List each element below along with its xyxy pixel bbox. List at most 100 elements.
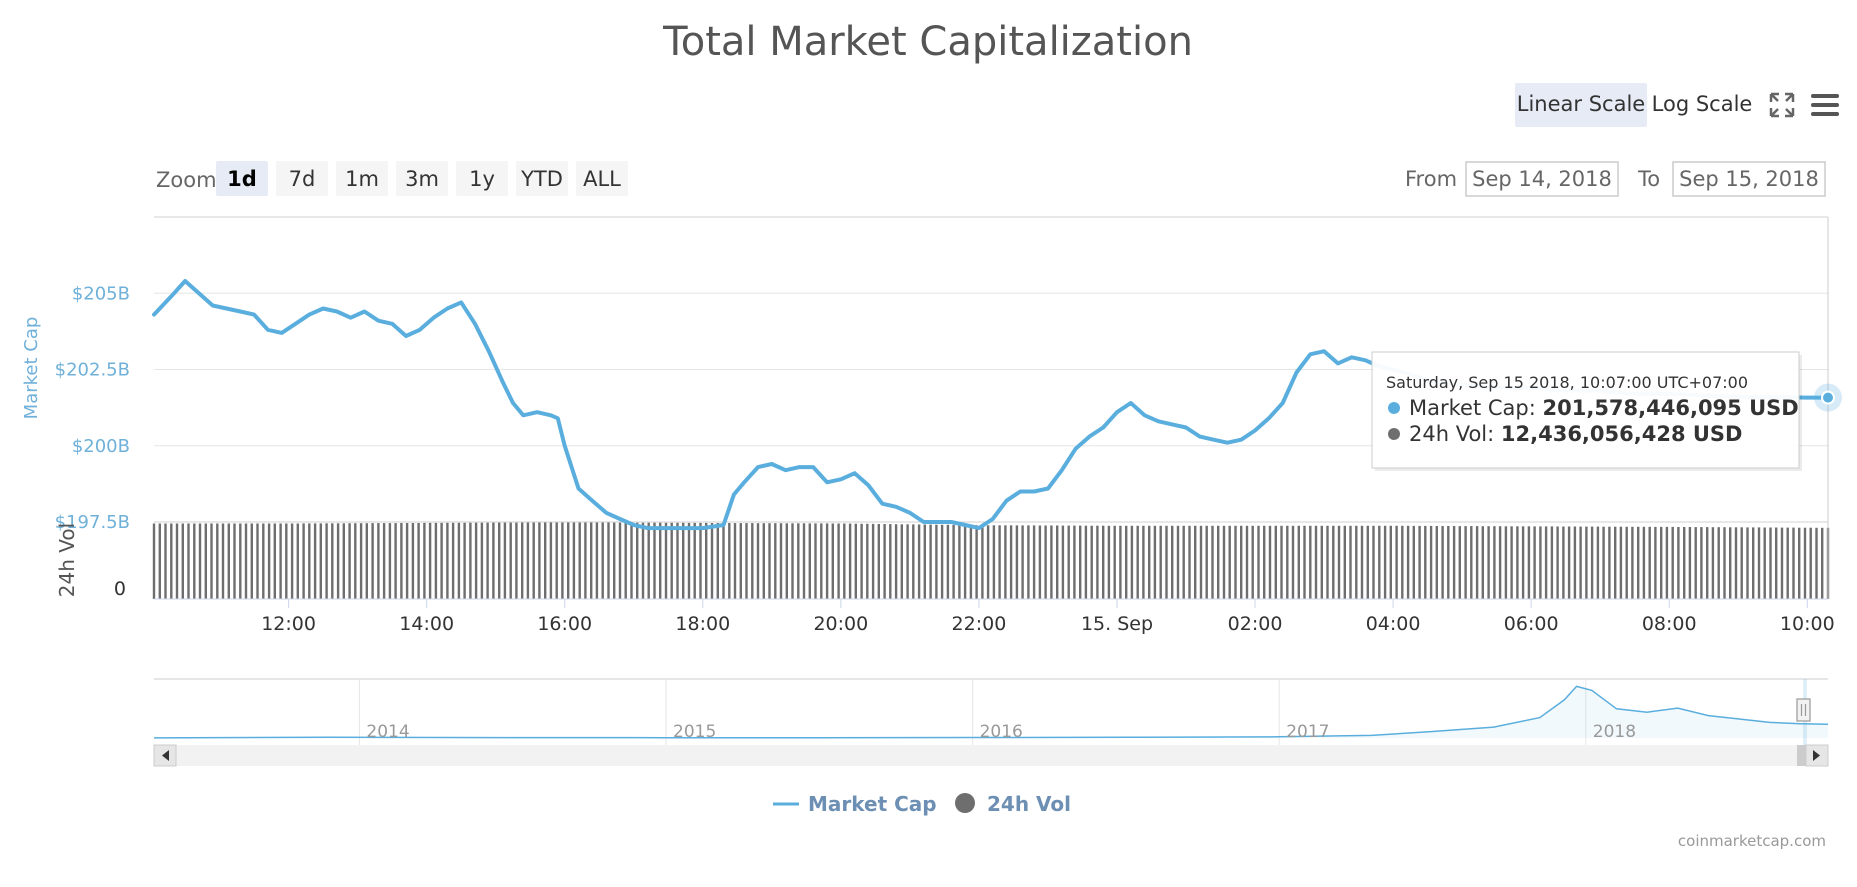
scrollbar[interactable] bbox=[153, 744, 1829, 767]
volume-bar bbox=[745, 523, 748, 599]
navigator-tick-label: 2017 bbox=[1286, 722, 1329, 742]
volume-bar bbox=[371, 523, 374, 599]
zoom-button-ytd[interactable] bbox=[516, 161, 568, 196]
volume-bar bbox=[244, 523, 248, 599]
log-scale-label: Log Scale bbox=[1652, 92, 1753, 116]
volume-bar bbox=[152, 523, 156, 599]
x-tick-label: 14:00 bbox=[399, 613, 454, 635]
credit-link[interactable]: coinmarketcap.com bbox=[1678, 832, 1826, 850]
legend-item-24h-vol[interactable]: 24h Vol bbox=[955, 792, 1071, 816]
volume-bar bbox=[1544, 526, 1548, 599]
volume-bar bbox=[785, 523, 788, 599]
volume-bar bbox=[1274, 525, 1277, 599]
volume-bar bbox=[1222, 525, 1226, 599]
volume-bar bbox=[170, 523, 173, 599]
scrollbar-track[interactable] bbox=[154, 745, 1828, 766]
from-label: From bbox=[1405, 167, 1457, 191]
volume-bar bbox=[365, 523, 368, 599]
volume-bar bbox=[279, 523, 282, 599]
from-date-input[interactable] bbox=[1465, 161, 1619, 197]
zoom-button-1m[interactable] bbox=[336, 161, 388, 196]
fullscreen-icon[interactable] bbox=[1769, 92, 1795, 118]
x-tick-label: 04:00 bbox=[1366, 613, 1421, 635]
volume-bar bbox=[687, 522, 691, 599]
volume-bar bbox=[618, 522, 622, 599]
volume-bar bbox=[739, 523, 742, 599]
volume-bar bbox=[1090, 525, 1093, 599]
zoom-button-7d[interactable] bbox=[276, 161, 328, 196]
volume-bar bbox=[578, 522, 581, 599]
x-tick-label: 15. Sep bbox=[1081, 613, 1153, 635]
volume-bar bbox=[1527, 526, 1531, 599]
volume-bar bbox=[1349, 525, 1352, 599]
volume-bar bbox=[1217, 525, 1220, 599]
volume-bar bbox=[1677, 527, 1680, 599]
navigator[interactable]: 2014 2015 2016 2017 2018 bbox=[153, 678, 1829, 745]
volume-bar bbox=[1481, 526, 1484, 599]
hamburger-menu-icon[interactable] bbox=[1811, 94, 1839, 116]
volume-bar bbox=[1383, 525, 1387, 599]
volume-bar bbox=[825, 523, 829, 599]
volume-bar bbox=[1337, 525, 1341, 599]
volume-bar bbox=[1539, 526, 1542, 599]
hover-point[interactable] bbox=[1821, 390, 1835, 405]
volume-bar bbox=[1619, 526, 1623, 599]
navigator-handle[interactable] bbox=[1796, 698, 1811, 722]
volume-bar bbox=[1487, 526, 1490, 599]
zoom-button-1d[interactable] bbox=[216, 161, 268, 196]
tooltip-vol-label: 24h Vol: bbox=[1409, 422, 1494, 446]
volume-bar bbox=[871, 523, 875, 599]
volume-bar bbox=[198, 523, 202, 599]
zoom-button-3m[interactable] bbox=[396, 161, 448, 196]
volume-bar bbox=[503, 522, 507, 599]
zoom-label: Zoom bbox=[156, 168, 217, 192]
volume-bar bbox=[1608, 526, 1611, 599]
volume-bar bbox=[480, 522, 484, 599]
x-tick-label: 02:00 bbox=[1228, 613, 1283, 635]
legend-item-market-cap[interactable]: Market Cap bbox=[773, 792, 937, 816]
volume-bar bbox=[1153, 525, 1157, 599]
volume-bar bbox=[1729, 527, 1732, 599]
volume-bar bbox=[1205, 525, 1208, 599]
volume-bar bbox=[1107, 525, 1111, 599]
navigator-tick-label: 2014 bbox=[366, 722, 409, 742]
volume-bar bbox=[1734, 527, 1738, 599]
volume-bar bbox=[1234, 525, 1237, 599]
volume-bar bbox=[814, 523, 817, 599]
volume-bar bbox=[181, 523, 184, 599]
volume-bar bbox=[1424, 525, 1427, 599]
tooltip-vol-value: 12,436,056,428 USD bbox=[1501, 422, 1743, 446]
volume-bar bbox=[388, 523, 392, 599]
volume-bar bbox=[883, 524, 886, 599]
scrollbar-thumb[interactable] bbox=[1797, 745, 1807, 766]
volume-bar bbox=[325, 523, 328, 599]
volume-bar bbox=[1004, 525, 1007, 599]
volume-bar bbox=[434, 522, 438, 599]
volume-bar bbox=[417, 523, 420, 599]
volume-bar bbox=[348, 523, 351, 599]
volume-bar bbox=[451, 522, 455, 599]
volume-bar bbox=[1706, 527, 1709, 599]
volume-bar bbox=[935, 524, 938, 599]
linear-scale-button[interactable] bbox=[1515, 83, 1647, 127]
zoom-button-label-3m: 3m bbox=[405, 167, 439, 191]
volume-bar bbox=[1171, 525, 1174, 599]
volume-bar bbox=[1194, 525, 1197, 599]
volume-bar bbox=[906, 524, 909, 599]
volume-bar bbox=[958, 525, 961, 599]
tooltip-marketcap-dot bbox=[1388, 402, 1400, 414]
volume-bar bbox=[1102, 525, 1105, 599]
volume-bar bbox=[889, 524, 892, 599]
volume-bar bbox=[400, 523, 403, 599]
volume-bar bbox=[728, 523, 731, 599]
zoom-button-1y[interactable] bbox=[456, 161, 508, 196]
to-date-input[interactable] bbox=[1672, 161, 1826, 197]
volume-bar bbox=[267, 523, 271, 599]
zoom-button-all[interactable] bbox=[576, 161, 628, 196]
volume-bar bbox=[1228, 525, 1231, 599]
volume-bar bbox=[423, 522, 426, 599]
volume-bar bbox=[1314, 525, 1318, 599]
volume-bar bbox=[221, 523, 225, 599]
volume-bar bbox=[1631, 526, 1634, 599]
volume-bar bbox=[1245, 525, 1249, 599]
